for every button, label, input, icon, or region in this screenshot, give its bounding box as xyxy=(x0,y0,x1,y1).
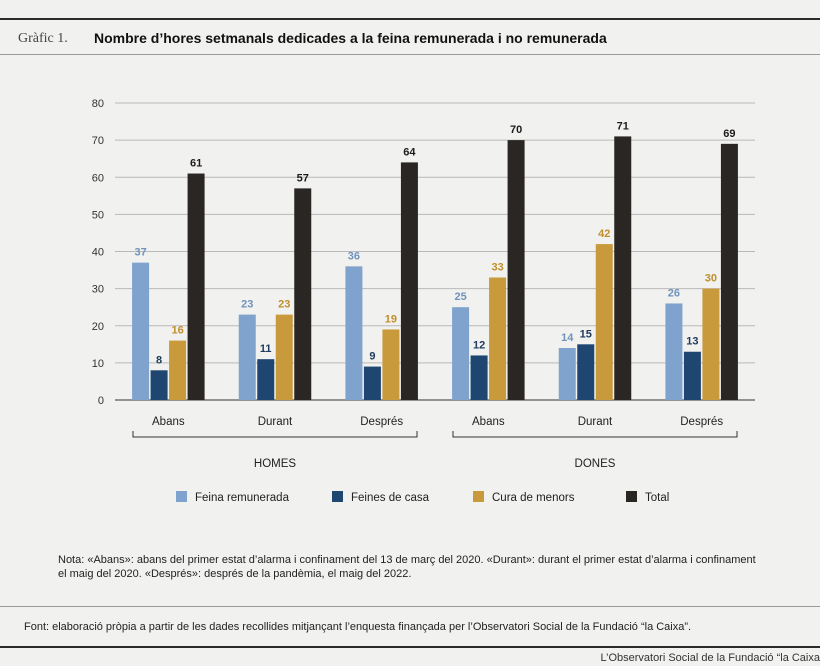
data-label: 37 xyxy=(134,247,146,259)
data-label: 36 xyxy=(348,250,360,262)
legend-swatch xyxy=(473,491,484,502)
chart-title: Nombre d’hores setmanals dedicades a la … xyxy=(94,30,607,46)
data-label: 64 xyxy=(403,146,416,158)
top-rule xyxy=(0,18,820,20)
data-label: 16 xyxy=(171,325,183,337)
bar xyxy=(345,266,363,400)
x-tick-label: Durant xyxy=(258,416,293,428)
y-tick-label: 80 xyxy=(92,98,104,110)
y-tick-label: 0 xyxy=(98,395,104,407)
bar xyxy=(665,303,683,400)
data-label: 23 xyxy=(278,299,290,311)
y-tick-label: 50 xyxy=(92,209,104,221)
bottom-rule xyxy=(0,646,820,648)
y-tick-label: 60 xyxy=(92,172,104,184)
data-label: 12 xyxy=(473,339,485,351)
legend-label: Total xyxy=(645,492,669,504)
note-line-2: el maig del 2020. «Després»: després de … xyxy=(58,568,412,580)
x-tick-label: Abans xyxy=(472,416,505,428)
data-label: 69 xyxy=(723,128,735,140)
y-tick-label: 20 xyxy=(92,321,104,333)
legend-label: Feines de casa xyxy=(351,492,430,504)
bar xyxy=(150,370,168,400)
group-bracket xyxy=(452,431,738,438)
data-label: 33 xyxy=(491,261,503,273)
y-tick-label: 30 xyxy=(92,284,104,296)
bar xyxy=(614,136,632,400)
footer-text: L’Observatori Social de la Fundació “la … xyxy=(600,652,820,664)
group-bracket xyxy=(132,431,418,438)
data-label: 15 xyxy=(580,328,592,340)
chart-note: Nota: «Abans»: abans del primer estat d’… xyxy=(58,553,818,581)
data-label: 14 xyxy=(561,332,574,344)
note-line-1: Nota: «Abans»: abans del primer estat d’… xyxy=(58,554,756,566)
title-rule xyxy=(0,54,820,55)
data-label: 9 xyxy=(369,351,375,363)
data-label: 42 xyxy=(598,228,610,240)
data-label: 26 xyxy=(668,287,680,299)
x-tick-label: Abans xyxy=(152,416,185,428)
source-text: Font: elaboració pròpia a partir de les … xyxy=(24,621,692,633)
legend-swatch xyxy=(332,491,343,502)
group-label: DONES xyxy=(575,458,616,470)
data-label: 25 xyxy=(454,291,466,303)
data-label: 61 xyxy=(190,158,202,170)
legend-swatch xyxy=(626,491,637,502)
bar xyxy=(187,173,205,400)
bar xyxy=(363,366,381,400)
bar xyxy=(595,244,613,400)
bar xyxy=(294,188,312,400)
bar xyxy=(720,143,738,400)
legend-label: Cura de menors xyxy=(492,492,575,504)
bar xyxy=(683,351,701,400)
data-label: 8 xyxy=(156,354,162,366)
y-tick-label: 70 xyxy=(92,135,104,147)
bar xyxy=(558,348,576,400)
source-rule xyxy=(0,606,820,607)
group-label: HOMES xyxy=(254,458,297,470)
x-tick-label: Després xyxy=(360,416,403,428)
data-label: 30 xyxy=(705,273,717,285)
bar xyxy=(400,162,418,400)
legend-swatch xyxy=(176,491,187,502)
figure-label: Gràfic 1. xyxy=(18,31,68,46)
bar xyxy=(489,277,507,400)
bar xyxy=(132,262,150,400)
y-tick-label: 10 xyxy=(92,358,104,370)
bar xyxy=(507,140,525,400)
x-tick-label: Després xyxy=(680,416,723,428)
data-label: 70 xyxy=(510,124,522,136)
data-label: 71 xyxy=(617,120,629,132)
data-label: 19 xyxy=(385,313,397,325)
bar xyxy=(169,340,187,400)
bar xyxy=(275,314,293,400)
bar xyxy=(577,344,595,400)
data-label: 23 xyxy=(241,299,253,311)
x-tick-label: Durant xyxy=(578,416,613,428)
data-label: 57 xyxy=(297,172,309,184)
legend-label: Feina remunerada xyxy=(195,492,290,504)
bar xyxy=(238,314,256,400)
bar xyxy=(452,307,470,400)
bar xyxy=(382,329,400,400)
bar-chart: 0 10 20 30 40 50 60 70 80 37 8 16 61 Abans 23 11 23 57 Dur… xyxy=(92,98,755,504)
bar xyxy=(702,288,720,400)
bar xyxy=(257,359,275,400)
data-label: 13 xyxy=(686,336,698,348)
bar xyxy=(470,355,488,400)
y-tick-label: 40 xyxy=(92,247,104,259)
data-label: 11 xyxy=(260,343,272,355)
